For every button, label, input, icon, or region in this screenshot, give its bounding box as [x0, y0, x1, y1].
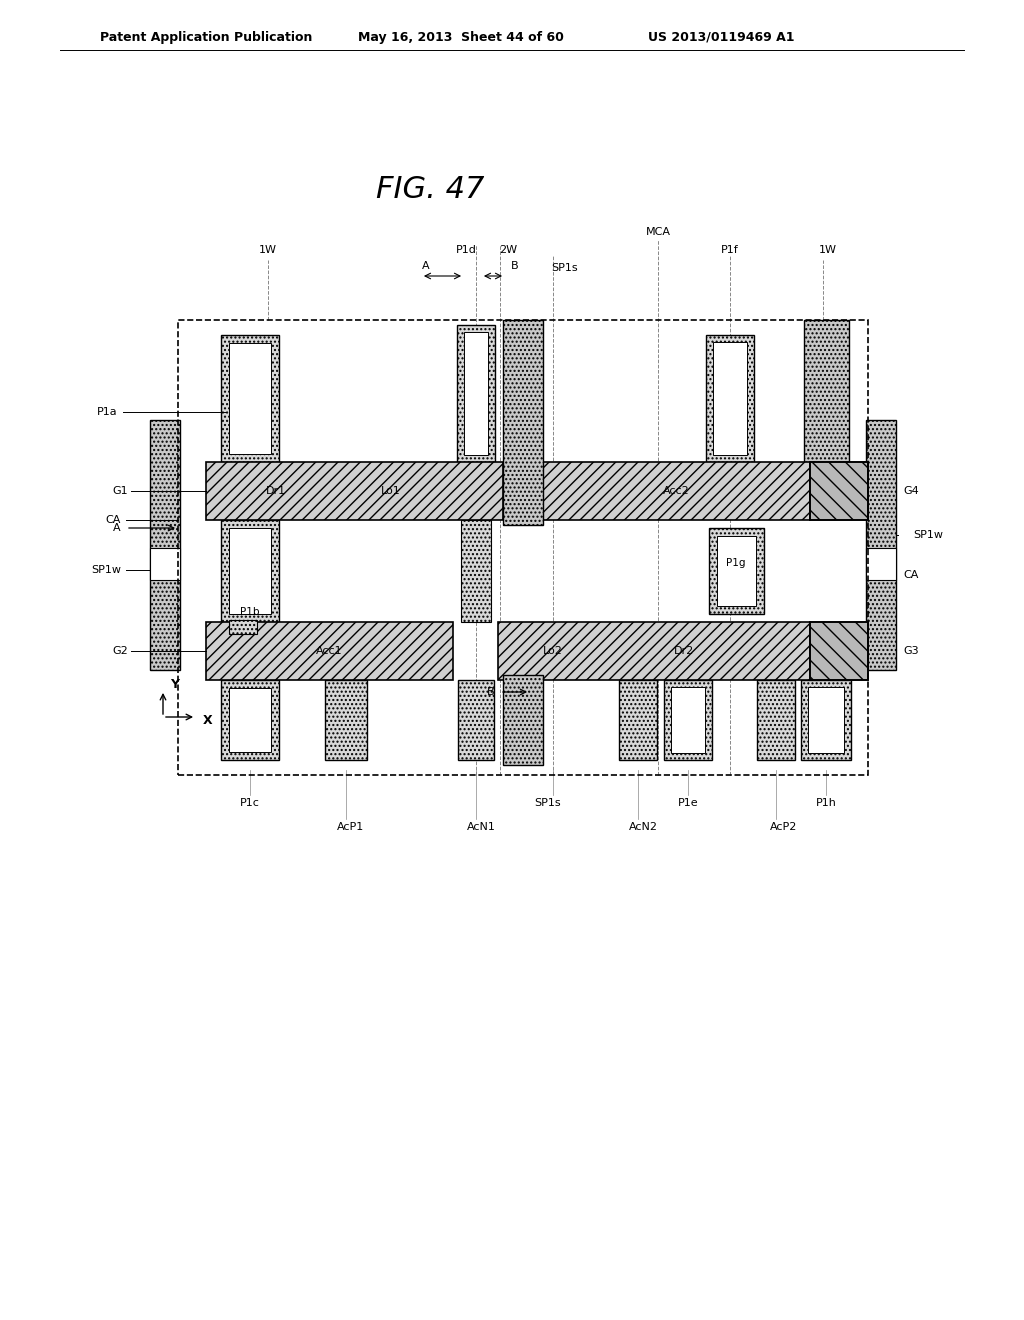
Bar	[221, 520, 279, 622]
Text: P1h: P1h	[815, 799, 837, 808]
Text: P1a: P1a	[97, 407, 118, 417]
Text: Patent Application Publication: Patent Application Publication	[100, 30, 312, 44]
Text: SP1w: SP1w	[91, 565, 121, 576]
Bar	[503, 319, 543, 525]
Bar	[618, 680, 657, 760]
Text: AcP2: AcP2	[770, 822, 798, 832]
Bar	[150, 548, 180, 579]
Text: G2: G2	[113, 645, 128, 656]
Bar	[866, 420, 896, 671]
Text: Acc1: Acc1	[315, 645, 342, 656]
Text: Lo2: Lo2	[543, 645, 563, 656]
Text: MCA: MCA	[645, 227, 671, 238]
Text: G4: G4	[903, 486, 919, 496]
Bar	[671, 686, 705, 752]
Bar	[221, 680, 279, 760]
Bar	[206, 622, 453, 680]
Bar	[178, 319, 868, 775]
Text: P1e: P1e	[678, 799, 698, 808]
Text: Dr2: Dr2	[674, 645, 694, 656]
Text: P1g: P1g	[726, 558, 745, 568]
Bar	[810, 462, 868, 520]
Bar	[713, 342, 746, 455]
Text: G1: G1	[113, 486, 128, 496]
Bar	[229, 343, 271, 454]
Bar	[464, 333, 488, 455]
Text: SP1w: SP1w	[913, 531, 943, 540]
Bar	[229, 620, 257, 634]
Text: CA: CA	[105, 515, 121, 525]
Bar	[801, 680, 851, 760]
Bar	[458, 680, 494, 760]
Bar	[717, 536, 756, 606]
Bar	[221, 335, 279, 462]
Text: Acc2: Acc2	[663, 486, 689, 496]
Bar	[206, 462, 503, 520]
Bar	[808, 686, 844, 752]
Text: X: X	[203, 714, 213, 726]
Text: AcP1: AcP1	[337, 822, 365, 832]
Bar	[457, 325, 495, 462]
Text: P1d: P1d	[456, 246, 476, 255]
Bar	[503, 675, 543, 766]
Text: A: A	[422, 261, 430, 271]
Bar	[229, 688, 271, 752]
Bar	[810, 622, 868, 680]
Text: May 16, 2013  Sheet 44 of 60: May 16, 2013 Sheet 44 of 60	[358, 30, 564, 44]
Bar	[804, 319, 849, 462]
Text: AcN1: AcN1	[467, 822, 496, 832]
Text: B: B	[487, 686, 495, 697]
Text: FIG. 47: FIG. 47	[376, 176, 484, 205]
Text: SP1s: SP1s	[535, 799, 561, 808]
Bar	[150, 420, 180, 671]
Bar	[543, 462, 810, 520]
Text: Lo1: Lo1	[381, 486, 400, 496]
Text: G3: G3	[903, 645, 919, 656]
Bar	[461, 520, 490, 622]
Text: SP1s: SP1s	[552, 263, 579, 273]
Text: AcN2: AcN2	[629, 822, 657, 832]
Bar	[757, 680, 795, 760]
Bar	[325, 680, 367, 760]
Text: 2W: 2W	[499, 246, 517, 255]
Text: 1W: 1W	[819, 246, 837, 255]
Text: P1c: P1c	[240, 799, 260, 808]
Bar	[866, 548, 896, 579]
Bar	[498, 622, 810, 680]
Bar	[664, 680, 712, 760]
Text: P1b: P1b	[241, 607, 260, 616]
Bar	[706, 335, 754, 462]
Bar	[709, 528, 764, 614]
Text: B: B	[511, 261, 519, 271]
Bar	[229, 528, 271, 614]
Text: Dr1: Dr1	[266, 486, 286, 496]
Text: Y: Y	[170, 678, 179, 692]
Text: 1W: 1W	[259, 246, 278, 255]
Text: P1f: P1f	[721, 246, 739, 255]
Text: CA: CA	[903, 570, 919, 579]
Text: A: A	[114, 523, 121, 533]
Text: US 2013/0119469 A1: US 2013/0119469 A1	[648, 30, 795, 44]
